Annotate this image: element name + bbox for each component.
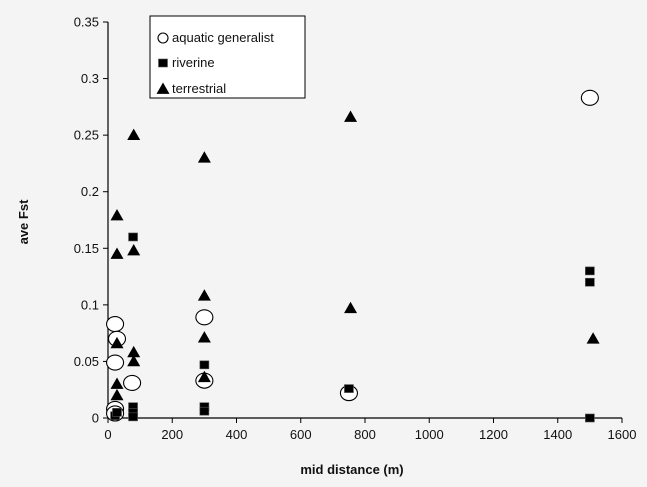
x-tick-label: 1000	[415, 427, 444, 442]
riverine-point	[112, 408, 121, 416]
riverine-point	[585, 267, 594, 275]
terrestrial-point	[198, 289, 211, 300]
legend-square-marker	[159, 59, 168, 67]
terrestrial-point	[198, 151, 211, 162]
y-tick-label: 0.1	[81, 297, 99, 312]
legend-symbol	[158, 33, 168, 43]
legend-item-aquatic-generalist: aquatic generalist	[158, 30, 274, 45]
data-points	[107, 90, 600, 422]
x-tick-label: 0	[104, 427, 111, 442]
aquatic-generalist-point	[107, 355, 124, 370]
terrestrial-point	[587, 332, 600, 343]
terrestrial-point	[127, 244, 140, 255]
y-tick-label: 0.3	[81, 71, 99, 86]
riverine-point	[585, 278, 594, 286]
aquatic-generalist-point	[107, 317, 124, 332]
legend-label-riverine: riverine	[172, 55, 215, 70]
legend-label-aquatic-generalist: aquatic generalist	[172, 30, 274, 45]
legend-label-terrestrial: terrestrial	[172, 81, 226, 96]
terrestrial-point	[344, 302, 357, 313]
riverine-point	[200, 407, 209, 415]
terrestrial-point	[110, 389, 123, 400]
y-tick-label: 0.05	[74, 354, 99, 369]
terrestrial-point	[110, 378, 123, 389]
legend-symbol	[159, 59, 168, 67]
x-tick-label: 1200	[479, 427, 508, 442]
legend: aquatic generalist riverine terrestrial	[150, 16, 305, 98]
aquatic-generalist-point	[124, 375, 141, 390]
x-tick-label: 200	[161, 427, 183, 442]
terrestrial-point	[110, 247, 123, 258]
terrestrial-point	[198, 331, 211, 342]
legend-circle-marker	[158, 33, 168, 43]
y-axis-title: ave Fst	[16, 199, 31, 244]
terrestrial-point	[110, 209, 123, 220]
riverine-point	[200, 361, 209, 369]
x-tick-label: 800	[354, 427, 376, 442]
x-tick-label: 1600	[608, 427, 637, 442]
x-tick-label: 400	[226, 427, 248, 442]
y-tick-label: 0.25	[74, 128, 99, 143]
riverine-point	[129, 413, 138, 421]
x-tick-label: 600	[290, 427, 312, 442]
terrestrial-point	[344, 111, 357, 122]
y-tick-label: 0.35	[74, 15, 99, 30]
x-axis-title: mid distance (m)	[300, 462, 403, 477]
terrestrial-point	[127, 129, 140, 140]
y-tick-label: 0.2	[81, 184, 99, 199]
riverine-point	[129, 233, 138, 241]
y-tick-label: 0.15	[74, 241, 99, 256]
x-tick-label: 1400	[543, 427, 572, 442]
aquatic-generalist-point	[196, 310, 213, 325]
aquatic-generalist-point	[581, 90, 598, 105]
riverine-point	[344, 385, 353, 393]
riverine-point	[585, 414, 594, 422]
y-tick-label: 0	[92, 411, 99, 426]
